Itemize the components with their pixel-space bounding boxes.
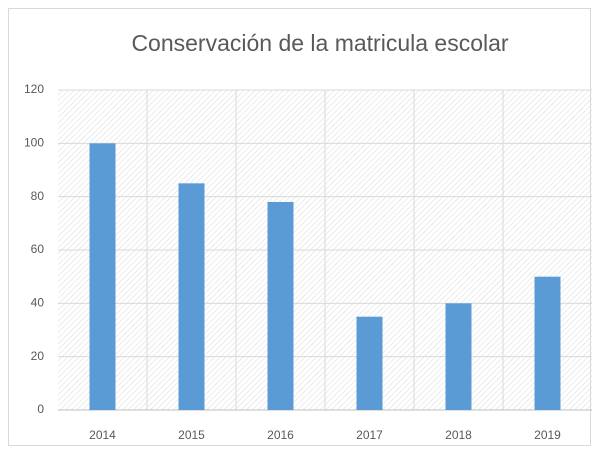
x-tick-label: 2019 xyxy=(534,428,561,442)
x-tick-label: 2014 xyxy=(89,428,116,442)
y-tick-label: 60 xyxy=(31,242,45,256)
x-tick-label: 2015 xyxy=(178,428,205,442)
x-tick-label: 2018 xyxy=(445,428,472,442)
x-tick-label: 2016 xyxy=(267,428,294,442)
y-tick-label: 80 xyxy=(31,189,45,203)
chart-title: Conservación de la matricula escolar xyxy=(131,30,508,56)
bar xyxy=(356,316,383,410)
bar xyxy=(89,143,116,411)
y-tick-label: 40 xyxy=(31,296,45,310)
y-tick-label: 20 xyxy=(31,349,45,363)
bar xyxy=(445,303,472,410)
y-tick-label: 100 xyxy=(24,136,44,150)
bar xyxy=(178,183,205,410)
y-tick-label: 120 xyxy=(24,82,44,96)
y-tick-label: 0 xyxy=(37,402,44,416)
bar xyxy=(534,276,561,410)
bar xyxy=(267,202,294,410)
x-tick-label: 2017 xyxy=(356,428,383,442)
